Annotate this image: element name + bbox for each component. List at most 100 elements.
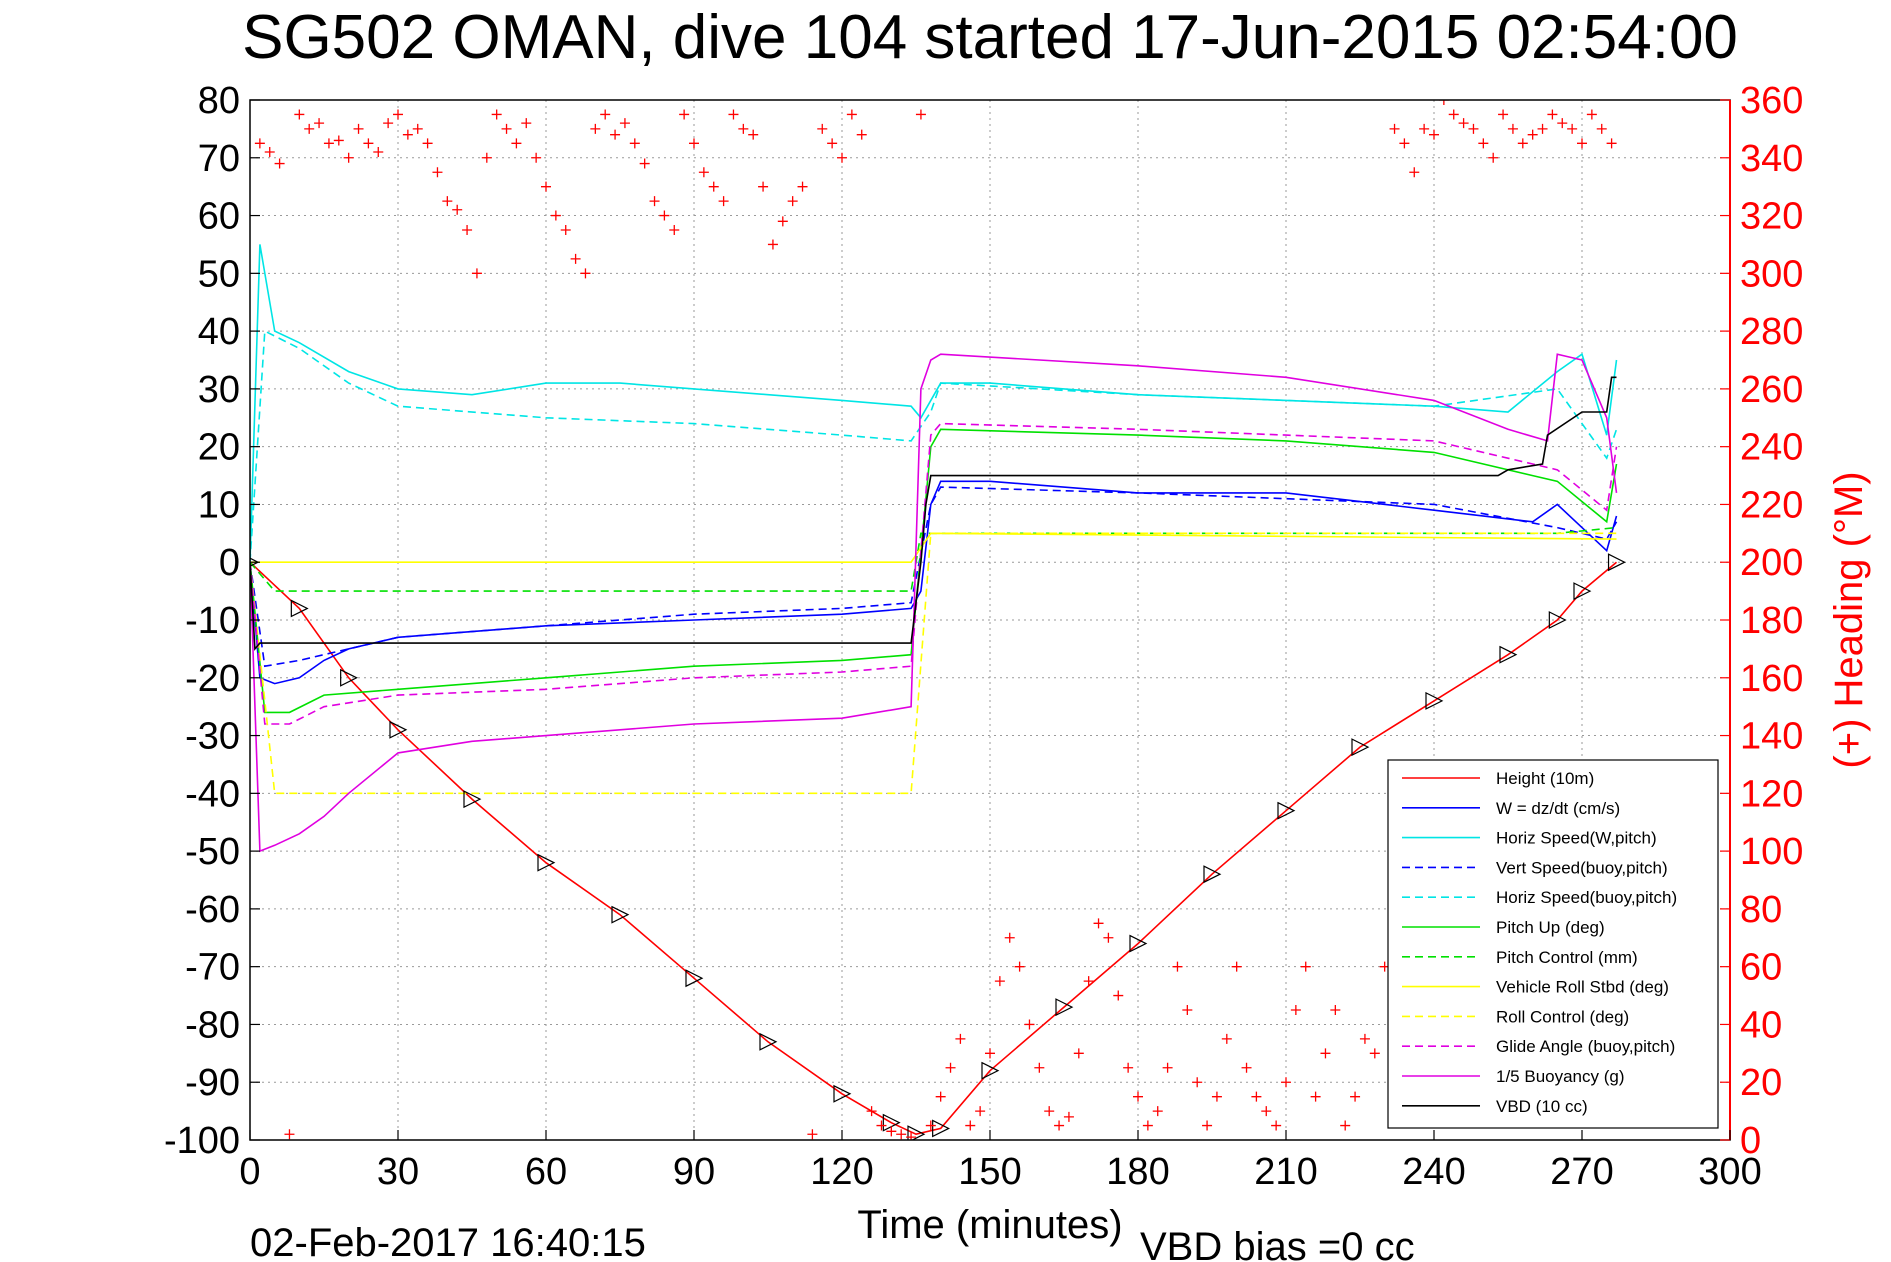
left-tick-label: -10 bbox=[185, 600, 240, 642]
series-horiz-speed-buoy-pitch- bbox=[250, 329, 1618, 563]
heading-point bbox=[1221, 1033, 1232, 1044]
heading-point bbox=[777, 216, 788, 227]
heading-point bbox=[373, 147, 384, 157]
heading-point bbox=[442, 196, 453, 207]
left-tick-label: 10 bbox=[198, 484, 240, 526]
heading-point bbox=[955, 1033, 966, 1044]
legend-label: Horiz Speed(buoy,pitch) bbox=[1496, 888, 1677, 907]
heading-point bbox=[393, 109, 403, 120]
left-tick-label: -20 bbox=[185, 658, 240, 700]
vbd-bias-note: VBD bias =0 cc bbox=[1140, 1225, 1415, 1262]
heading-point bbox=[274, 158, 285, 169]
legend-label: Pitch Up (deg) bbox=[1496, 918, 1605, 937]
heading-point bbox=[1024, 1019, 1035, 1030]
heading-point bbox=[1330, 1005, 1341, 1015]
heading-point bbox=[1192, 1077, 1203, 1088]
series-height-10m- bbox=[250, 561, 1618, 1136]
left-tick-label: -30 bbox=[185, 716, 240, 758]
right-axis-label: (+) Heading (°M) bbox=[1827, 471, 1871, 768]
legend-label: Height (10m) bbox=[1496, 769, 1594, 788]
heading-point bbox=[1083, 976, 1094, 987]
heading-point bbox=[610, 129, 621, 140]
heading-point bbox=[985, 1048, 995, 1059]
heading-point bbox=[531, 152, 542, 163]
heading-point bbox=[718, 196, 729, 207]
heading-point bbox=[521, 118, 532, 129]
legend-label: 1/5 Buoyancy (g) bbox=[1496, 1067, 1625, 1086]
left-tick-label: 40 bbox=[198, 311, 240, 353]
right-tick-label: 260 bbox=[1740, 369, 1803, 411]
legend-label: Glide Angle (buoy,pitch) bbox=[1496, 1037, 1675, 1056]
heading-point bbox=[817, 123, 828, 134]
heading-point bbox=[876, 1120, 887, 1131]
heading-point bbox=[1567, 123, 1578, 134]
heading-point bbox=[1034, 1062, 1045, 1073]
series-vert-speed-buoy-pitch- bbox=[250, 486, 1618, 668]
heading-point bbox=[600, 109, 611, 120]
heading-point bbox=[1488, 152, 1499, 163]
heading-point bbox=[481, 152, 492, 163]
right-tick-label: 320 bbox=[1740, 196, 1803, 238]
left-tick-label: -40 bbox=[185, 773, 240, 815]
right-tick-label: 120 bbox=[1740, 773, 1803, 815]
heading-point bbox=[915, 109, 926, 120]
series-glide-angle-buoy-pitch- bbox=[250, 422, 1618, 725]
heading-point bbox=[1498, 109, 1509, 120]
left-tick-label: -50 bbox=[185, 831, 240, 873]
heading-point bbox=[925, 1120, 936, 1131]
heading-point bbox=[383, 118, 394, 129]
series-roll-control-deg- bbox=[250, 532, 1617, 795]
heading-point bbox=[1073, 1048, 1084, 1059]
heading-point bbox=[452, 204, 463, 215]
heading-point bbox=[935, 1091, 946, 1102]
height-marker bbox=[1607, 553, 1626, 572]
heading-point bbox=[541, 181, 551, 192]
x-axis-ticks: 0 30 60 90 120 150 180 210 240 270 300 bbox=[239, 1130, 1762, 1193]
left-tick-label: -100 bbox=[164, 1120, 240, 1162]
heading-point bbox=[1172, 961, 1183, 972]
heading-point bbox=[1044, 1106, 1055, 1117]
heading-point bbox=[353, 123, 364, 134]
heading-point bbox=[1014, 961, 1025, 972]
heading-point bbox=[1429, 129, 1439, 140]
series-vbd-10-cc- bbox=[250, 376, 1617, 651]
heading-point bbox=[1103, 932, 1114, 943]
left-tick-label: -60 bbox=[185, 889, 240, 931]
heading-point bbox=[1527, 129, 1538, 140]
left-tick-label: -80 bbox=[185, 1004, 240, 1046]
heading-point bbox=[1606, 138, 1617, 149]
heading-point bbox=[827, 138, 838, 149]
left-axis-ticks: 80 70 60 50 40 30 20 10 0 -10 -20 -30 -40 -50 -60 -70 -8… bbox=[164, 80, 260, 1162]
heading-point bbox=[1596, 123, 1607, 134]
x-tick-label: 180 bbox=[1106, 1151, 1169, 1193]
heading-point bbox=[619, 118, 630, 129]
right-tick-label: 140 bbox=[1740, 716, 1803, 758]
heading-point bbox=[462, 225, 473, 235]
heading-point bbox=[304, 123, 315, 134]
heading-point bbox=[1133, 1091, 1143, 1102]
heading-point bbox=[1281, 1077, 1291, 1088]
right-axis-ticks: 3603403203002802602402202001801601401201… bbox=[1720, 80, 1803, 1162]
x-axis-label: Time (minutes) bbox=[857, 1203, 1122, 1247]
heading-layer bbox=[254, 100, 1617, 1140]
heading-point bbox=[1438, 100, 1449, 105]
heading-point bbox=[550, 210, 561, 221]
heading-point bbox=[866, 1106, 877, 1117]
heading-point bbox=[1448, 109, 1459, 120]
heading-point bbox=[1093, 918, 1104, 929]
heading-point bbox=[511, 138, 522, 149]
heading-point bbox=[1547, 109, 1558, 120]
legend-box bbox=[1387, 759, 1719, 1129]
height-marker bbox=[981, 1061, 1000, 1080]
heading-point bbox=[787, 196, 798, 207]
heading-point bbox=[669, 225, 680, 235]
heading-point bbox=[1369, 1048, 1380, 1059]
left-tick-label: 50 bbox=[198, 253, 240, 295]
heading-point bbox=[748, 129, 759, 140]
heading-point bbox=[1350, 1091, 1361, 1102]
right-tick-label: 300 bbox=[1740, 253, 1803, 295]
x-tick-label: 240 bbox=[1402, 1151, 1465, 1193]
heading-point bbox=[679, 109, 690, 120]
heading-point bbox=[856, 129, 867, 140]
heading-point bbox=[945, 1062, 956, 1073]
